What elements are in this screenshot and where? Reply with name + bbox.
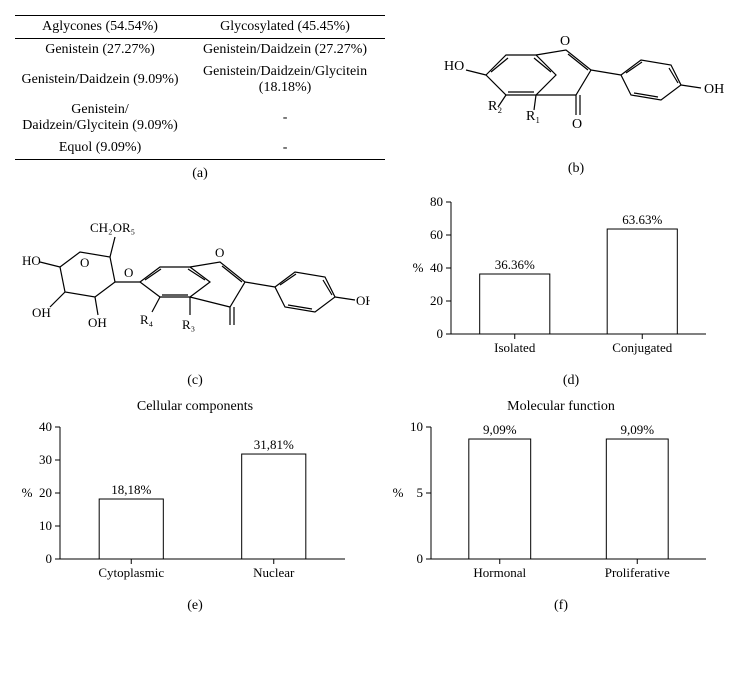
svg-text:9,09%: 9,09% — [620, 422, 654, 437]
caption-f: (f) — [386, 598, 736, 614]
chart-f: 0 5 10% Hormonal 9,09% Proliferative 9,09% — [386, 417, 736, 592]
molecule-c-structure: CH₂OR₅ O HO OH OH O O OH R₄ R₃ — [15, 197, 375, 367]
chart-d: 0 20 40 60 80% Isolated 36.36% Conjugated 63.63% — [406, 192, 736, 367]
mol-label: OH — [704, 82, 724, 97]
caption-e: (e) — [15, 598, 375, 614]
svg-text:20: 20 — [430, 293, 443, 308]
chart-f-title: Molecular function — [386, 399, 736, 415]
bar — [480, 274, 550, 334]
bar — [242, 454, 306, 559]
svg-text:%: % — [413, 260, 424, 275]
svg-text:10: 10 — [410, 419, 423, 434]
panel-d: 0 20 40 60 80% Isolated 36.36% Conjugated 63.63%… — [406, 192, 736, 389]
panel-f: Molecular function 0 5 10% Hormonal 9,09% Pro… — [386, 399, 736, 614]
chart-e-title: Cellular components — [15, 399, 375, 415]
bar — [606, 439, 668, 559]
mol-label: O — [124, 265, 133, 280]
molecule-b-structure: HO O OH O R₂ R₁ — [416, 15, 736, 155]
mol-label: O — [215, 245, 224, 260]
mol-label: O — [80, 255, 89, 270]
svg-text:18,18%: 18,18% — [111, 482, 151, 497]
mol-label: R₃ — [182, 317, 195, 332]
panel-b: HO O OH O R₂ R₁ (b) — [416, 15, 736, 177]
svg-text:10: 10 — [39, 518, 52, 533]
isoflavone-table: Aglycones (54.54%) Glycosylated (45.45%)… — [15, 15, 385, 160]
mol-label: OH — [356, 293, 370, 308]
mol-label: R₂ — [488, 99, 502, 114]
mol-label: OH — [32, 305, 51, 320]
table-cell: - — [185, 99, 385, 137]
svg-text:Hormonal: Hormonal — [473, 565, 526, 580]
bar — [99, 499, 163, 559]
table-cell: Genistein (27.27%) — [15, 39, 185, 62]
svg-text:0: 0 — [437, 326, 444, 341]
svg-text:9,09%: 9,09% — [483, 422, 517, 437]
table-cell: Genistein/Daidzein (27.27%) — [185, 39, 385, 62]
mol-label: CH₂OR₅ — [90, 220, 135, 235]
panel-c: CH₂OR₅ O HO OH OH O O OH R₄ R₃ (c) — [15, 197, 375, 389]
mol-label: HO — [444, 59, 464, 74]
svg-text:40: 40 — [39, 419, 52, 434]
svg-text:Cytoplasmic: Cytoplasmic — [98, 565, 164, 580]
caption-c: (c) — [15, 373, 375, 389]
chart-e: 0 10 20 30 40% Cytoplasmic 18,18% Nuclear 31,81% — [15, 417, 375, 592]
table-cell: Equol (9.09%) — [15, 137, 185, 160]
panel-e: Cellular components 0 10 20 30 40% Cytoplasmi… — [15, 399, 375, 614]
svg-text:%: % — [22, 485, 33, 500]
svg-text:0: 0 — [46, 551, 53, 566]
table-cell: Genistein/Daidzein/Glycitein (18.18%) — [185, 61, 385, 99]
mol-label: O — [572, 117, 582, 132]
svg-text:31,81%: 31,81% — [254, 437, 294, 452]
svg-text:36.36%: 36.36% — [495, 257, 535, 272]
svg-text:60: 60 — [430, 227, 443, 242]
svg-text:63.63%: 63.63% — [622, 212, 662, 227]
bar — [607, 229, 677, 334]
table-header-cell: Glycosylated (45.45%) — [185, 16, 385, 39]
caption-b: (b) — [416, 161, 736, 177]
svg-text:%: % — [393, 485, 404, 500]
bar — [469, 439, 531, 559]
table-cell: Genistein/ Daidzein/Glycitein (9.09%) — [15, 99, 185, 137]
svg-text:40: 40 — [430, 260, 443, 275]
svg-text:Nuclear: Nuclear — [253, 565, 295, 580]
mol-label: OH — [88, 315, 107, 330]
caption-d: (d) — [406, 373, 736, 389]
svg-text:80: 80 — [430, 194, 443, 209]
svg-text:Proliferative: Proliferative — [605, 565, 670, 580]
mol-label: HO — [22, 253, 41, 268]
mol-label: R₁ — [526, 109, 540, 124]
svg-text:0: 0 — [417, 551, 424, 566]
caption-a: (a) — [15, 166, 385, 182]
svg-text:5: 5 — [417, 485, 424, 500]
mol-label: R₄ — [140, 312, 154, 327]
svg-text:20: 20 — [39, 485, 52, 500]
mol-label: O — [560, 34, 570, 49]
table-cell: Genistein/Daidzein (9.09%) — [15, 61, 185, 99]
svg-text:Conjugated: Conjugated — [612, 340, 672, 355]
table-cell: - — [185, 137, 385, 160]
panel-a: Aglycones (54.54%) Glycosylated (45.45%)… — [15, 15, 385, 182]
svg-text:Isolated: Isolated — [494, 340, 536, 355]
svg-text:30: 30 — [39, 452, 52, 467]
table-header-cell: Aglycones (54.54%) — [15, 16, 185, 39]
